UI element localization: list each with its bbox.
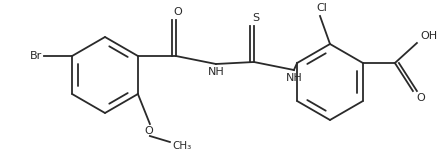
Text: S: S xyxy=(252,13,259,23)
Text: NH: NH xyxy=(285,73,302,83)
Text: Cl: Cl xyxy=(317,3,327,13)
Text: O: O xyxy=(416,93,425,103)
Text: OH: OH xyxy=(420,31,437,41)
Text: Br: Br xyxy=(30,51,42,61)
Text: O: O xyxy=(173,7,182,17)
Text: CH₃: CH₃ xyxy=(172,141,191,151)
Text: NH: NH xyxy=(207,67,224,77)
Text: O: O xyxy=(145,126,153,136)
